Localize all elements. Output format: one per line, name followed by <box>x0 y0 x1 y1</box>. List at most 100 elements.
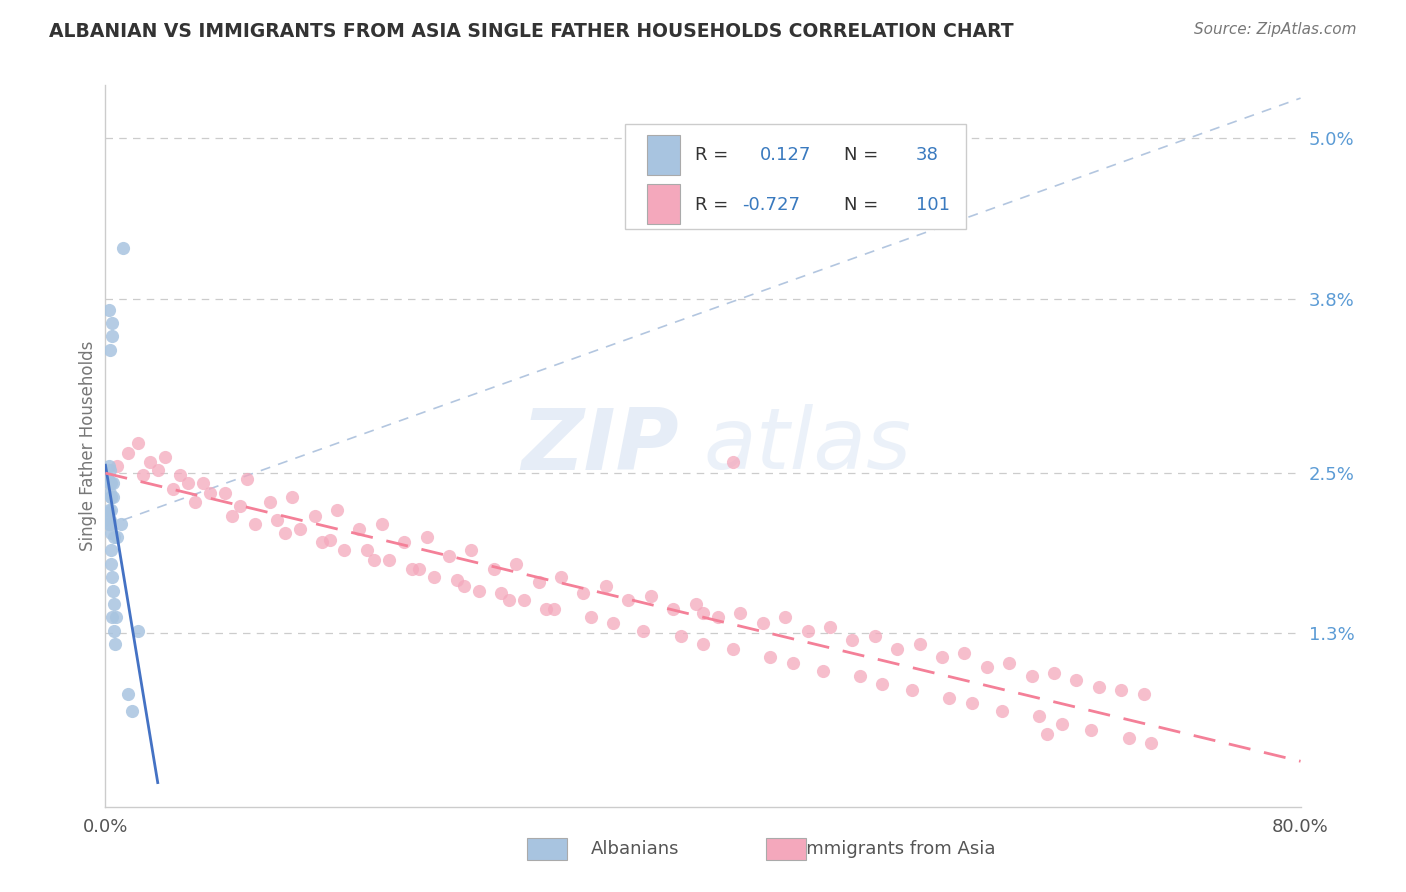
Point <box>730 607 752 621</box>
Point <box>121 704 143 718</box>
Point <box>98 302 121 317</box>
Point <box>527 575 550 590</box>
Point <box>191 476 214 491</box>
Point <box>1028 709 1050 723</box>
Point <box>98 485 121 500</box>
Point <box>811 664 834 678</box>
Point <box>98 463 121 477</box>
Point <box>759 650 782 665</box>
Point <box>482 562 505 576</box>
Point <box>96 506 118 520</box>
Point <box>685 597 707 611</box>
Point <box>363 552 385 567</box>
Bar <box>647 185 681 224</box>
Point <box>107 530 129 544</box>
Point <box>100 543 122 558</box>
Point <box>572 586 595 600</box>
Point <box>98 476 121 491</box>
Point <box>976 660 998 674</box>
Point <box>1080 723 1102 737</box>
Point <box>602 615 624 630</box>
Point <box>97 459 120 474</box>
Point <box>100 329 122 343</box>
Point <box>460 543 482 558</box>
Point <box>100 476 122 491</box>
Point <box>990 704 1012 718</box>
Point <box>886 642 908 657</box>
Point <box>117 687 139 701</box>
Point <box>1132 687 1154 701</box>
Point <box>127 436 149 450</box>
Point <box>100 557 122 571</box>
Point <box>103 490 125 504</box>
Text: 0.127: 0.127 <box>761 146 811 164</box>
Point <box>103 530 125 544</box>
Point <box>243 516 266 531</box>
Point <box>491 586 513 600</box>
Point <box>103 597 125 611</box>
Point <box>707 610 730 624</box>
Point <box>153 450 177 464</box>
Text: R =: R = <box>695 146 728 164</box>
Point <box>98 516 121 531</box>
Point <box>841 633 863 648</box>
Text: 38: 38 <box>915 146 939 164</box>
Point <box>236 473 259 487</box>
Point <box>371 516 394 531</box>
Point <box>288 522 311 536</box>
Point <box>617 592 640 607</box>
Point <box>796 624 818 638</box>
Text: N =: N = <box>844 146 879 164</box>
Point <box>176 476 198 491</box>
Point <box>107 459 129 474</box>
Point <box>960 696 983 710</box>
Point <box>1050 717 1073 731</box>
Point <box>669 629 692 643</box>
Point <box>872 677 894 691</box>
Point <box>751 615 773 630</box>
Point <box>721 455 744 469</box>
Text: ALBANIAN VS IMMIGRANTS FROM ASIA SINGLE FATHER HOUSEHOLDS CORRELATION CHART: ALBANIAN VS IMMIGRANTS FROM ASIA SINGLE … <box>49 22 1014 41</box>
Point <box>1088 680 1111 694</box>
Text: -0.727: -0.727 <box>742 195 800 214</box>
Point <box>1118 731 1140 745</box>
Point <box>98 343 121 357</box>
Point <box>423 570 446 584</box>
Point <box>229 500 252 514</box>
Point <box>127 624 149 638</box>
Point <box>849 669 872 683</box>
Point <box>100 490 122 504</box>
Point <box>356 543 378 558</box>
Point <box>266 512 288 526</box>
Point <box>408 562 430 576</box>
Point <box>326 503 349 517</box>
Point <box>931 650 953 665</box>
Point <box>117 446 139 460</box>
Point <box>100 526 122 541</box>
Point <box>281 490 304 504</box>
Point <box>214 485 236 500</box>
Point <box>103 624 125 638</box>
Point <box>633 624 655 638</box>
Point <box>415 530 437 544</box>
Bar <box>647 136 681 175</box>
Point <box>513 592 536 607</box>
Point <box>101 570 124 584</box>
Point <box>162 482 184 496</box>
Point <box>692 607 714 621</box>
Point <box>662 602 685 616</box>
Point <box>98 516 121 531</box>
Point <box>221 508 243 523</box>
Point <box>392 535 416 549</box>
Point <box>101 583 124 598</box>
Point <box>453 580 475 594</box>
Point <box>721 642 744 657</box>
Point <box>1140 736 1163 750</box>
Point <box>782 656 804 670</box>
Point <box>101 316 124 330</box>
Text: 101: 101 <box>915 195 949 214</box>
Text: atlas: atlas <box>703 404 911 488</box>
Point <box>139 455 162 469</box>
Point <box>169 468 191 483</box>
Point <box>1021 669 1043 683</box>
